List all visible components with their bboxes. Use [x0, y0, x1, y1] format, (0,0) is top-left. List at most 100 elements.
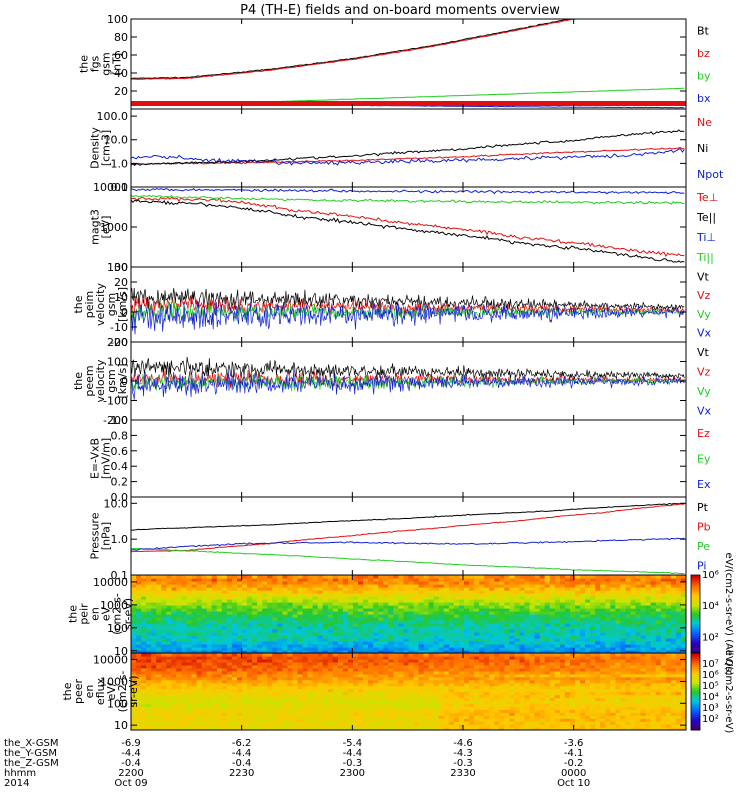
heatmap-cell	[146, 575, 152, 579]
heatmap-cell	[136, 653, 142, 657]
heatmap-cell	[388, 575, 394, 579]
panel-frame	[131, 420, 686, 497]
heatmap-cell	[474, 575, 480, 579]
heatmap-cell	[504, 575, 510, 579]
heatmap-cell	[439, 575, 445, 579]
legend-peem-2: Vy	[697, 385, 711, 398]
heatmap-cell	[545, 575, 551, 579]
heatmap-cell	[141, 653, 147, 657]
heatmap-cell	[197, 575, 203, 579]
heatmap-cell	[631, 575, 637, 579]
heatmap-cell	[318, 575, 324, 579]
heatmap-cell	[232, 653, 238, 657]
heatmap-cell	[176, 653, 182, 657]
heatmap-cell	[166, 653, 172, 657]
heatmap-cell	[212, 653, 218, 657]
heatmap-cell	[333, 575, 339, 579]
heatmap-cell	[308, 653, 314, 657]
heatmap-cell	[217, 575, 223, 579]
heatmap-cell	[328, 653, 334, 657]
heatmap-cell	[222, 653, 228, 657]
heatmap-cell	[131, 575, 137, 579]
heatmap-cell	[499, 575, 505, 579]
legend-peim-0: Vt	[697, 270, 710, 283]
heatmap-cell	[252, 653, 258, 657]
heatmap-cell	[323, 653, 329, 657]
heatmap-cell	[479, 575, 485, 579]
legend-efield-2: Ex	[697, 478, 711, 491]
heatmap-cell	[656, 575, 662, 579]
heatmap-cell	[595, 575, 601, 579]
heatmap-cell	[277, 653, 283, 657]
heatmap-cell	[661, 575, 667, 579]
heatmap-cell	[298, 653, 304, 657]
heatmap-cell	[525, 575, 531, 579]
ytick-label: 80	[114, 31, 128, 44]
series-line-peem-0	[131, 357, 684, 381]
heatmap-cell	[192, 653, 198, 657]
legend-fgs-2: by	[697, 69, 711, 82]
heatmap-cell	[368, 653, 374, 657]
series-line-temp-0	[131, 197, 684, 256]
legend-fgs-3: bx	[697, 92, 711, 105]
heatmap-cell	[222, 575, 228, 579]
heatmap-cell	[358, 653, 364, 657]
heatmap-cell	[383, 575, 389, 579]
fgs-red-bar	[131, 101, 686, 106]
series-line-pressure-0	[131, 503, 684, 530]
heatmap-cell	[378, 653, 384, 657]
legend-efield-0: Ez	[697, 427, 710, 440]
heatmap-cell	[469, 653, 475, 657]
heatmap-cell	[318, 653, 324, 657]
heatmap-cell	[136, 575, 142, 579]
ytick-label: 100	[107, 13, 128, 26]
heatmap-cell	[414, 575, 420, 579]
heatmap-cell	[489, 575, 495, 579]
heatmap-cell	[620, 575, 626, 579]
ylabel-peim: [km/s]	[116, 287, 129, 322]
heatmap-cell	[419, 653, 425, 657]
heatmap-cell	[242, 653, 248, 657]
ytick-label: 0.4	[111, 460, 129, 473]
ytick-label: 10000	[93, 181, 128, 194]
heatmap-cell	[388, 653, 394, 657]
heatmap-cell	[323, 575, 329, 579]
heatmap-cell	[373, 653, 379, 657]
heatmap-cell	[454, 653, 460, 657]
heatmap-cell	[429, 653, 435, 657]
heatmap-cell	[182, 653, 188, 657]
heatmap-cell	[287, 575, 293, 579]
heatmap-cell	[171, 575, 177, 579]
heatmap-cell	[666, 575, 672, 579]
heatmap-cell	[192, 575, 198, 579]
series-line-temp-1	[131, 200, 684, 262]
heatmap-cell	[227, 653, 233, 657]
heatmap-cell	[646, 575, 652, 579]
heatmap-cell	[257, 575, 263, 579]
heatmap-cell	[398, 575, 404, 579]
heatmap-cell	[590, 575, 596, 579]
heatmap-cell	[419, 575, 425, 579]
ytick-label: 10.0	[104, 497, 129, 510]
heatmap-cell	[393, 653, 399, 657]
heatmap-cell	[328, 575, 334, 579]
series-line-temp-2	[131, 189, 684, 194]
heatmap-cell	[404, 653, 410, 657]
heatmap-cell	[333, 653, 339, 657]
panel-frame	[131, 497, 686, 575]
heatmap-cell	[429, 575, 435, 579]
heatmap-cell	[232, 575, 238, 579]
heatmap-cell	[575, 575, 581, 579]
heatmap-cell	[298, 575, 304, 579]
legend-peem-3: Vx	[697, 404, 712, 417]
heatmap-cell	[474, 653, 480, 657]
heatmap-cell	[378, 575, 384, 579]
ylabel-density: [cm-3]	[100, 130, 113, 166]
heatmap-cell	[409, 575, 415, 579]
heatmap-cell	[555, 575, 561, 579]
heatmap-cell	[267, 653, 273, 657]
